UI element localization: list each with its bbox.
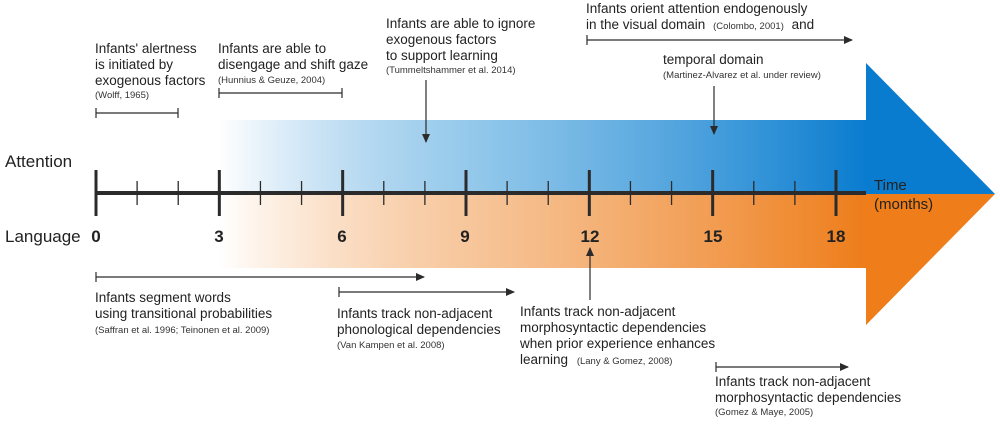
- month-label-12: 12: [581, 227, 600, 246]
- attention-event-alertness: Infants' alertness is initiated by exoge…: [95, 41, 206, 118]
- event-text: exogenous factors: [386, 32, 497, 47]
- event-text-line: learning (Lany & Gomez, 2008): [520, 352, 672, 367]
- event-text: using transitional probabilities: [95, 306, 272, 321]
- month-label-9: 9: [460, 227, 469, 246]
- month-label-3: 3: [214, 227, 223, 246]
- attention-event-temporal: temporal domain (Martinez-Alvarez et al.…: [663, 52, 821, 135]
- attention-side-label: Attention: [5, 152, 72, 171]
- attention-event-disengage: Infants are able to disengage and shift …: [218, 41, 368, 98]
- event-text: Infants orient attention endogenously: [586, 1, 808, 16]
- range-bar: [218, 88, 343, 98]
- language-band: [218, 194, 995, 325]
- language-event-segment-words: Infants segment words using transitional…: [95, 272, 425, 336]
- range-bar: [95, 108, 179, 118]
- event-text: when prior experience enhances: [519, 336, 715, 351]
- month-label-6: 6: [337, 227, 346, 246]
- event-citation: (Colombo, 2001): [713, 21, 784, 32]
- event-text: temporal domain: [663, 52, 764, 67]
- month-label-0: 0: [91, 227, 100, 246]
- event-text: Infants track non-adjacent: [715, 374, 871, 389]
- language-event-phonological: Infants track non-adjacent phonological …: [337, 287, 515, 351]
- event-citation: (Hunnius & Geuze, 2004): [218, 75, 325, 86]
- event-citation: (Martinez-Alvarez et al. under review): [663, 70, 821, 81]
- event-text-line: in the visual domain (Colombo, 2001) and: [586, 17, 814, 32]
- time-label: Time: [874, 177, 907, 194]
- event-citation: (Van Kampen et al. 2008): [337, 340, 445, 351]
- event-citation: (Wolff, 1965): [95, 90, 149, 101]
- event-text: disengage and shift gaze: [218, 57, 368, 72]
- event-text: exogenous factors: [95, 73, 206, 88]
- event-text: morphosyntactic dependencies: [715, 390, 901, 405]
- event-text: Infants track non-adjacent: [520, 304, 676, 319]
- language-event-morphosyntactic-prior: Infants track non-adjacent morphosyntact…: [519, 247, 715, 367]
- event-text: Infants' alertness: [95, 41, 197, 56]
- attention-band: [218, 63, 995, 194]
- event-citation: (Tummeltshammer et al. 2014): [386, 65, 516, 76]
- unit-label: (months): [874, 196, 933, 213]
- event-text: Infants track non-adjacent: [337, 306, 493, 321]
- event-citation: (Gomez & Maye, 2005): [715, 407, 813, 418]
- language-event-morphosyntactic: Infants track non-adjacent morphosyntact…: [715, 362, 901, 418]
- event-text: morphosyntactic dependencies: [520, 320, 706, 335]
- event-citation: (Lany & Gomez, 2008): [577, 356, 673, 367]
- event-text: in the visual domain: [586, 17, 705, 32]
- axis-ticks: [94, 170, 838, 216]
- event-text: Infants are able to ignore: [386, 16, 535, 31]
- event-text: is initiated by: [95, 57, 173, 72]
- event-text: learning: [520, 352, 568, 367]
- month-label-15: 15: [704, 227, 723, 246]
- attention-event-ignore-exogenous: Infants are able to ignore exogenous fac…: [386, 16, 535, 143]
- event-text: phonological dependencies: [337, 322, 501, 337]
- event-text: Infants are able to: [218, 41, 326, 56]
- event-text: Infants segment words: [95, 290, 231, 305]
- event-citation: (Saffran et al. 1996; Teinonen et al. 20…: [95, 325, 269, 336]
- attention-event-endogenous: Infants orient attention endogenously in…: [586, 1, 853, 45]
- event-text: to support learning: [386, 48, 498, 63]
- month-label-18: 18: [827, 227, 846, 246]
- language-side-label: Language: [5, 227, 81, 246]
- event-text-suffix: and: [792, 17, 815, 32]
